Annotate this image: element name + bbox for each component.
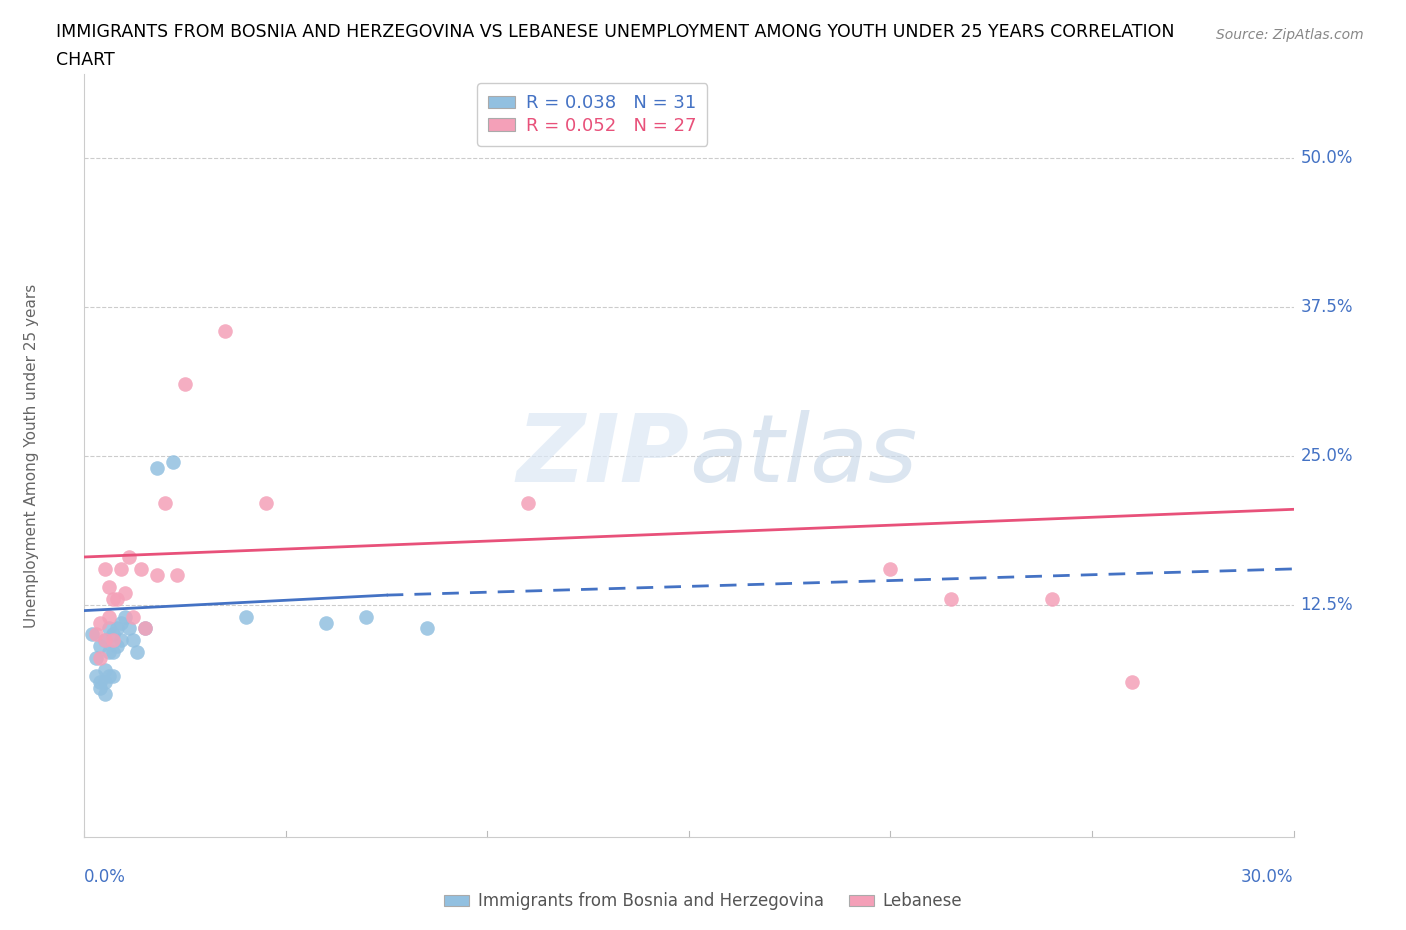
- Point: [97, 579, 120, 594]
- Point: [86, 669, 108, 684]
- Point: [89, 615, 111, 630]
- Point: [146, 567, 169, 582]
- Point: [174, 377, 197, 392]
- Point: [93, 562, 115, 577]
- Point: [146, 460, 169, 475]
- Point: [416, 621, 439, 636]
- Point: [110, 633, 132, 648]
- Legend: R = 0.038   N = 31, R = 0.052   N = 27: R = 0.038 N = 31, R = 0.052 N = 27: [477, 84, 707, 146]
- Point: [110, 562, 132, 577]
- Text: CHART: CHART: [56, 51, 115, 69]
- Text: atlas: atlas: [689, 410, 917, 501]
- Text: 37.5%: 37.5%: [1301, 298, 1353, 316]
- Text: 30.0%: 30.0%: [1241, 868, 1294, 885]
- Point: [134, 621, 156, 636]
- Point: [315, 615, 337, 630]
- Point: [1040, 591, 1063, 606]
- Point: [97, 644, 120, 659]
- Point: [89, 651, 111, 666]
- Point: [101, 633, 124, 648]
- Point: [516, 496, 538, 511]
- Point: [118, 550, 141, 565]
- Point: [93, 663, 115, 678]
- Point: [153, 496, 176, 511]
- Text: Source: ZipAtlas.com: Source: ZipAtlas.com: [1216, 28, 1364, 42]
- Point: [214, 323, 236, 338]
- Point: [101, 669, 124, 684]
- Point: [89, 639, 111, 654]
- Point: [235, 609, 257, 624]
- Point: [101, 627, 124, 642]
- Point: [82, 627, 104, 642]
- Point: [97, 621, 120, 636]
- Point: [162, 454, 184, 469]
- Point: [356, 609, 378, 624]
- Point: [101, 644, 124, 659]
- Point: [118, 621, 141, 636]
- Point: [105, 621, 128, 636]
- Point: [134, 621, 156, 636]
- Point: [105, 639, 128, 654]
- Text: IMMIGRANTS FROM BOSNIA AND HERZEGOVINA VS LEBANESE UNEMPLOYMENT AMONG YOUTH UNDE: IMMIGRANTS FROM BOSNIA AND HERZEGOVINA V…: [56, 23, 1175, 41]
- Point: [121, 609, 143, 624]
- Point: [110, 615, 132, 630]
- Point: [93, 633, 115, 648]
- Point: [129, 562, 152, 577]
- Text: 25.0%: 25.0%: [1301, 446, 1353, 465]
- Point: [114, 585, 136, 600]
- Point: [1121, 674, 1143, 689]
- Point: [86, 651, 108, 666]
- Point: [166, 567, 188, 582]
- Legend: Immigrants from Bosnia and Herzegovina, Lebanese: Immigrants from Bosnia and Herzegovina, …: [437, 885, 969, 917]
- Point: [114, 609, 136, 624]
- Point: [125, 644, 148, 659]
- Text: 0.0%: 0.0%: [84, 868, 127, 885]
- Point: [97, 669, 120, 684]
- Point: [89, 674, 111, 689]
- Point: [89, 681, 111, 696]
- Point: [97, 609, 120, 624]
- Point: [93, 633, 115, 648]
- Point: [93, 674, 115, 689]
- Point: [101, 591, 124, 606]
- Text: Unemployment Among Youth under 25 years: Unemployment Among Youth under 25 years: [24, 284, 39, 628]
- Text: ZIP: ZIP: [516, 410, 689, 501]
- Point: [879, 562, 901, 577]
- Point: [121, 633, 143, 648]
- Point: [105, 591, 128, 606]
- Point: [86, 627, 108, 642]
- Point: [254, 496, 277, 511]
- Text: 50.0%: 50.0%: [1301, 149, 1353, 166]
- Point: [939, 591, 962, 606]
- Point: [93, 686, 115, 701]
- Text: 12.5%: 12.5%: [1301, 595, 1353, 614]
